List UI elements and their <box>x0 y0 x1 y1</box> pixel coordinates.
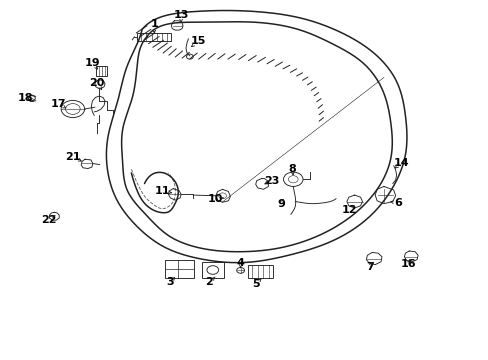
Text: 11: 11 <box>155 186 170 197</box>
Text: 19: 19 <box>84 58 100 68</box>
Text: 16: 16 <box>400 259 415 269</box>
Bar <box>164 260 193 278</box>
Bar <box>248 265 272 278</box>
Text: 6: 6 <box>393 198 401 208</box>
Text: 3: 3 <box>166 277 174 287</box>
Text: 14: 14 <box>393 158 408 168</box>
Text: 23: 23 <box>263 176 279 186</box>
Text: 18: 18 <box>17 93 33 103</box>
Text: 2: 2 <box>205 277 213 287</box>
Text: 20: 20 <box>89 78 105 88</box>
Text: 4: 4 <box>236 258 244 268</box>
Text: 13: 13 <box>173 10 188 20</box>
Bar <box>201 262 224 278</box>
Text: 10: 10 <box>207 194 223 204</box>
Text: 12: 12 <box>342 205 357 215</box>
Text: 1: 1 <box>150 19 158 29</box>
Text: 7: 7 <box>366 262 373 272</box>
Text: 21: 21 <box>65 152 81 162</box>
Text: 17: 17 <box>50 99 66 109</box>
Bar <box>96 66 107 76</box>
Text: 15: 15 <box>190 36 205 46</box>
Text: 8: 8 <box>288 164 296 174</box>
Text: 5: 5 <box>252 279 260 289</box>
Bar <box>137 33 171 41</box>
Text: 22: 22 <box>41 215 56 225</box>
Text: 9: 9 <box>277 199 285 210</box>
